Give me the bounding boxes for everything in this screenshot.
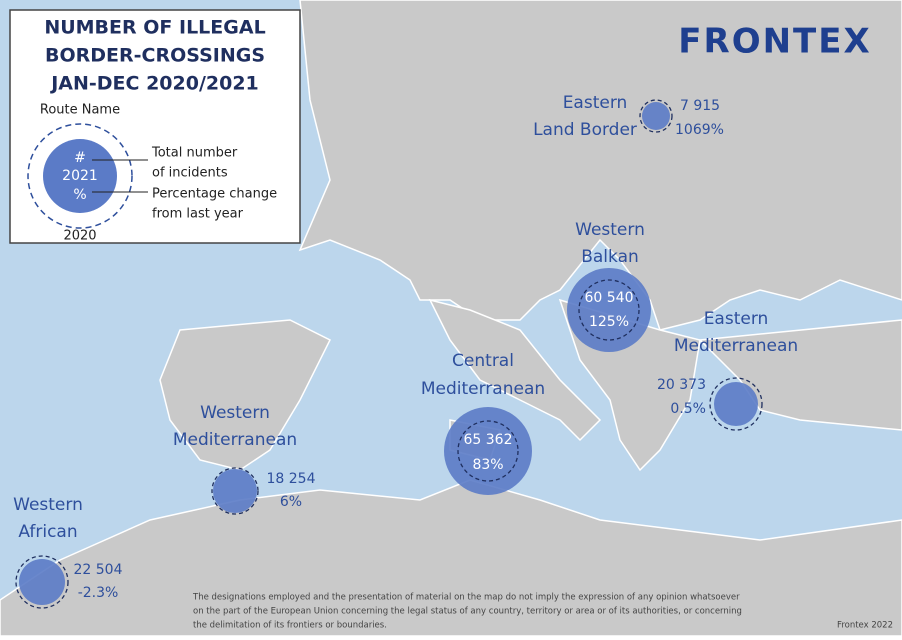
route-circle-previous [15,555,69,609]
legend-change: Percentage change [152,187,277,202]
legend-symbol: # [74,150,86,166]
credit: Frontex 2022 [837,621,893,631]
route-name: African [18,522,77,542]
legend-route-name: Route Name [40,103,120,118]
route-name: Eastern [563,93,628,113]
route-total: 20 373 [657,377,706,393]
route-name: Eastern [704,309,769,329]
route-total: 65 362 [464,432,513,448]
legend-total: of incidents [152,166,228,181]
legend-title: BORDER-CROSSINGS [45,45,265,67]
route-total: 18 254 [267,471,316,487]
legend-year-previous: 2020 [63,229,96,244]
route-circle-previous [709,377,763,431]
legend-circle-current [43,139,117,213]
route-name: Western [13,495,83,515]
route-circle [642,102,670,130]
route-circle [19,559,65,605]
route-name: Balkan [581,247,639,267]
route-circle-previous [578,279,640,341]
route-circle-previous [457,420,519,482]
legend-total: Total number [151,146,238,161]
route-change: -2.3% [78,585,119,601]
legend-circle-previous [27,123,133,229]
route-name: Mediterranean [421,379,545,399]
route-circle [714,382,758,426]
route-change: 125% [589,314,629,330]
legend-title: JAN-DEC 2020/2021 [49,73,259,95]
disclaimer: the delimitation of its frontiers or bou… [193,621,387,631]
disclaimer: on the part of the European Union concer… [193,607,742,617]
route-total: 7 915 [680,98,720,114]
logo: FRONTEX [678,22,871,62]
route-total: 22 504 [74,562,123,578]
route-name: Central [452,351,514,371]
route-name: Mediterranean [173,430,297,450]
route-change: 83% [472,457,503,473]
route-circle-previous [211,467,259,515]
route-circle [444,407,532,495]
route-change: 6% [280,494,302,510]
disclaimer: The designations employed and the presen… [192,593,740,603]
route-name: Mediterranean [674,336,798,356]
route-circle-previous [639,99,673,133]
legend-change: from last year [152,207,244,222]
route-total: 60 540 [585,290,634,306]
legend-year: 2021 [62,168,98,184]
route-change: 1069% [675,122,724,138]
legend-percent: % [73,187,86,203]
route-circle [213,469,257,513]
route-change: 0.5% [670,401,706,417]
route-name: Land Border [533,120,637,140]
legend-title: NUMBER OF ILLEGAL [44,17,265,39]
route-name: Western [575,220,645,240]
route-name: Western [200,403,270,423]
